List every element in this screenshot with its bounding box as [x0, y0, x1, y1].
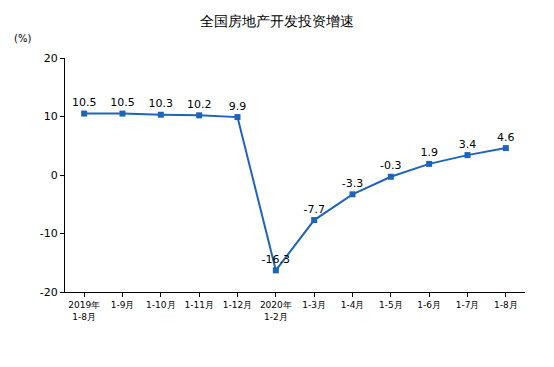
- svg-text:-7.7: -7.7: [303, 203, 324, 216]
- svg-text:20: 20: [44, 52, 58, 65]
- svg-text:-20: -20: [40, 286, 58, 299]
- svg-text:1-9月: 1-9月: [111, 300, 135, 310]
- svg-text:3.4: 3.4: [459, 138, 477, 151]
- svg-text:10.3: 10.3: [149, 97, 174, 110]
- svg-text:10.5: 10.5: [110, 96, 135, 109]
- svg-text:10: 10: [44, 110, 58, 123]
- svg-text:-3.3: -3.3: [342, 177, 363, 190]
- svg-text:1-5月: 1-5月: [379, 300, 403, 310]
- svg-text:1-10月: 1-10月: [146, 300, 175, 310]
- svg-text:1-3月: 1-3月: [302, 300, 326, 310]
- svg-text:10.5: 10.5: [72, 96, 97, 109]
- svg-text:1-12月: 1-12月: [223, 300, 252, 310]
- svg-text:4.6: 4.6: [497, 131, 514, 144]
- svg-text:1-4月: 1-4月: [341, 300, 365, 310]
- svg-text:1-6月: 1-6月: [417, 300, 441, 310]
- svg-text:-10: -10: [40, 227, 58, 240]
- svg-text:2020年1-2月: 2020年1-2月: [260, 300, 292, 322]
- svg-text:1-7月: 1-7月: [456, 300, 480, 310]
- svg-text:9.9: 9.9: [229, 100, 247, 113]
- svg-text:1-11月: 1-11月: [184, 300, 213, 310]
- svg-text:0: 0: [51, 169, 58, 182]
- svg-text:1.9: 1.9: [420, 146, 438, 159]
- svg-text:10.2: 10.2: [187, 98, 212, 111]
- svg-text:-0.3: -0.3: [380, 159, 401, 172]
- svg-text:全国房地产开发投资增速: 全国房地产开发投资增速: [200, 13, 354, 29]
- svg-text:-16.3: -16.3: [262, 253, 290, 266]
- svg-text:2019年1-8月: 2019年1-8月: [68, 300, 100, 322]
- svg-text:1-8月: 1-8月: [494, 300, 518, 310]
- svg-text:(%): (%): [14, 33, 31, 44]
